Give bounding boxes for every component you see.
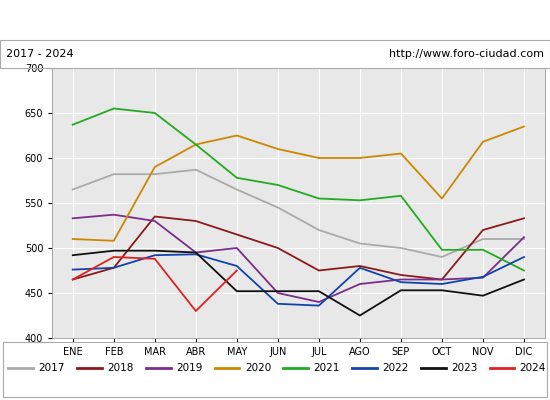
Text: 2019: 2019 [176,363,202,373]
Text: 2020: 2020 [245,363,271,373]
Bar [3,342,547,397]
Text: 2018: 2018 [107,363,134,373]
Text: 2021: 2021 [314,363,340,373]
Text: http://www.foro-ciudad.com: http://www.foro-ciudad.com [389,49,544,59]
Text: 2017 - 2024: 2017 - 2024 [6,49,73,59]
Text: 2017: 2017 [39,363,65,373]
Text: Evolucion del paro registrado en Lardero: Evolucion del paro registrado en Lardero [126,12,424,28]
Text: 2022: 2022 [382,363,409,373]
Text: 2023: 2023 [451,363,477,373]
Text: 2024: 2024 [520,363,546,373]
